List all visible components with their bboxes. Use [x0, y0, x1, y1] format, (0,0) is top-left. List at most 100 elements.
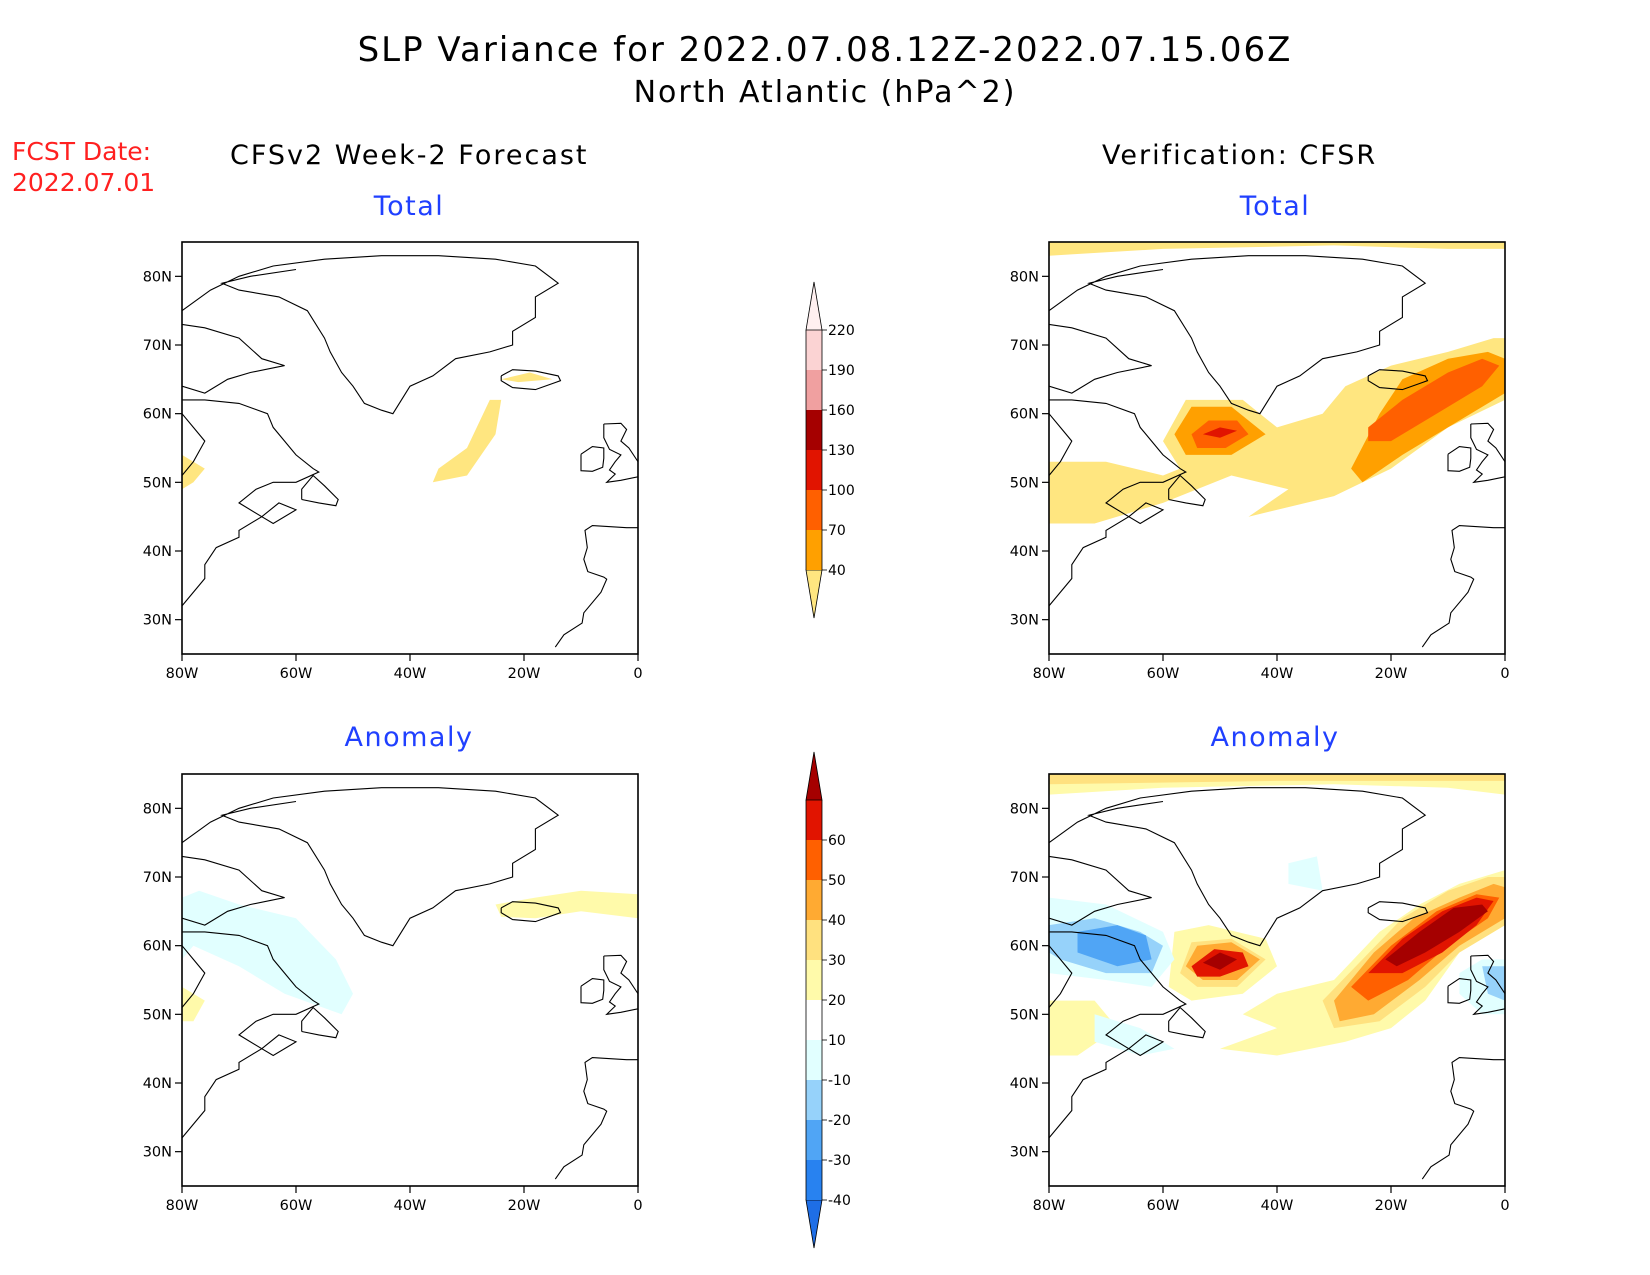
- map-frame: [181, 773, 639, 1187]
- lon-tick-label: 0: [1500, 1198, 1509, 1214]
- shaded-region-10: [495, 890, 638, 919]
- shaded-region-100: [1368, 358, 1500, 442]
- colorbar-triangle-low: [805, 1199, 823, 1249]
- map-frame: [181, 241, 639, 655]
- lat-tick-label: 60N: [1010, 407, 1039, 423]
- lat-tick-label: 80N: [1010, 801, 1039, 817]
- lat-tick-label: 50N: [1010, 475, 1039, 491]
- coastline: [182, 399, 320, 607]
- colorbar-swatch: [806, 1040, 822, 1080]
- forecast-date-value: 2022.07.01: [12, 168, 156, 197]
- shaded-region-40: [1049, 338, 1505, 524]
- map-panel-fcst-anomaly: [182, 787, 638, 1180]
- lat-tick-label: 40N: [1010, 544, 1039, 560]
- colorbar-label: 60: [828, 833, 846, 849]
- lon-tick-label: 0: [633, 666, 642, 682]
- colorbar-label: 40: [828, 563, 846, 579]
- lon-tick-label: 40W: [1261, 666, 1294, 682]
- map-panel-fcst-total: [182, 255, 638, 648]
- colorbar-swatch: [806, 330, 822, 370]
- colorbar-label: 100: [828, 483, 855, 499]
- lon-tick-label: 20W: [1375, 666, 1408, 682]
- coastline: [1049, 323, 1152, 394]
- coastline: [1470, 422, 1505, 484]
- shaded-region-40: [501, 372, 553, 383]
- colorbar-swatch: [806, 1120, 822, 1160]
- right-column-title: Verification: CFSR: [1102, 140, 1378, 171]
- colorbar-label: 130: [828, 443, 855, 459]
- chart-subtitle: North Atlantic (hPa^2): [633, 75, 1017, 110]
- lon-tick-label: 60W: [1147, 666, 1180, 682]
- lat-tick-label: 50N: [143, 475, 172, 491]
- coastline: [182, 855, 285, 926]
- lon-tick-label: 20W: [508, 1198, 541, 1214]
- lat-tick-label: 30N: [143, 613, 172, 629]
- forecast-date: FCST Date: 2022.07.01: [12, 136, 155, 198]
- lat-tick-label: 70N: [143, 338, 172, 354]
- coastline: [182, 323, 285, 394]
- colorbar-swatch: [806, 880, 822, 920]
- colorbar-triangle-high: [805, 751, 823, 801]
- shaded-region-40: [432, 399, 502, 483]
- coastline: [301, 1006, 339, 1039]
- lat-tick-label: 70N: [1010, 870, 1039, 886]
- coastline: [1049, 399, 1187, 607]
- lon-tick-label: 40W: [394, 666, 427, 682]
- coastline: [1421, 1057, 1505, 1180]
- lon-tick-label: 80W: [1033, 1198, 1066, 1214]
- map-panel-cfsr-total: [1049, 242, 1505, 648]
- colorbar-label: 10: [828, 1033, 846, 1049]
- coastline: [580, 978, 605, 1004]
- lon-tick-label: 20W: [1375, 1198, 1408, 1214]
- colorbar-label: 20: [828, 993, 846, 1009]
- colorbar-total: 40 70 100 130 160 190 220: [805, 281, 855, 619]
- shaded-region-neg10: [182, 890, 353, 1015]
- colorbar-label: 50: [828, 873, 846, 889]
- panel-title-cfsr-total: Total: [1239, 191, 1311, 222]
- lon-tick-label: 0: [633, 1198, 642, 1214]
- colorbar-swatch: [806, 370, 822, 410]
- colorbar-swatch: [806, 840, 822, 880]
- colorbar-swatch: [806, 920, 822, 960]
- coastline: [1447, 446, 1472, 472]
- panel-title-forecast-anomaly: Anomaly: [344, 722, 474, 753]
- coastline: [301, 474, 339, 507]
- lat-tick-label: 60N: [143, 407, 172, 423]
- lat-tick-label: 70N: [143, 870, 172, 886]
- shaded-region-130: [1202, 427, 1238, 438]
- colorbar-label: -40: [828, 1193, 851, 1209]
- panel-title-cfsr-anomaly: Anomaly: [1210, 722, 1340, 753]
- colorbar-swatch: [806, 1160, 822, 1200]
- coastline: [182, 787, 560, 947]
- colorbar-label: 160: [828, 403, 855, 419]
- shaded-region-neg10: [1094, 1014, 1175, 1056]
- chart-title: SLP Variance for 2022.07.08.12Z-2022.07.…: [357, 30, 1293, 70]
- coastline: [1168, 1006, 1206, 1039]
- colorbar-swatch: [806, 490, 822, 530]
- lon-tick-label: 40W: [1261, 1198, 1294, 1214]
- lat-tick-label: 30N: [143, 1145, 172, 1161]
- colorbar-label: -30: [828, 1153, 851, 1169]
- shaded-region-60: [1202, 952, 1238, 970]
- lat-tick-label: 30N: [1010, 1145, 1039, 1161]
- lon-tick-label: 80W: [166, 1198, 199, 1214]
- colorbar-label: 220: [828, 323, 855, 339]
- panel-title-forecast-total: Total: [373, 191, 445, 222]
- lat-tick-label: 60N: [1010, 939, 1039, 955]
- lat-tick-label: 50N: [1010, 1007, 1039, 1023]
- colorbar-label: -20: [828, 1113, 851, 1129]
- lat-tick-label: 40N: [1010, 1076, 1039, 1092]
- colorbar-swatch: [806, 1080, 822, 1120]
- colorbar-triangle-high: [805, 281, 823, 331]
- lat-tick-label: 60N: [143, 939, 172, 955]
- coastline: [554, 1057, 638, 1180]
- lon-tick-label: 0: [1500, 666, 1509, 682]
- lon-tick-label: 80W: [166, 666, 199, 682]
- colorbar-swatch: [806, 1000, 822, 1040]
- lat-tick-label: 30N: [1010, 613, 1039, 629]
- coastline: [182, 255, 560, 415]
- colorbar-label: 190: [828, 363, 855, 379]
- coastline: [500, 901, 562, 923]
- colorbar-label: -10: [828, 1073, 851, 1089]
